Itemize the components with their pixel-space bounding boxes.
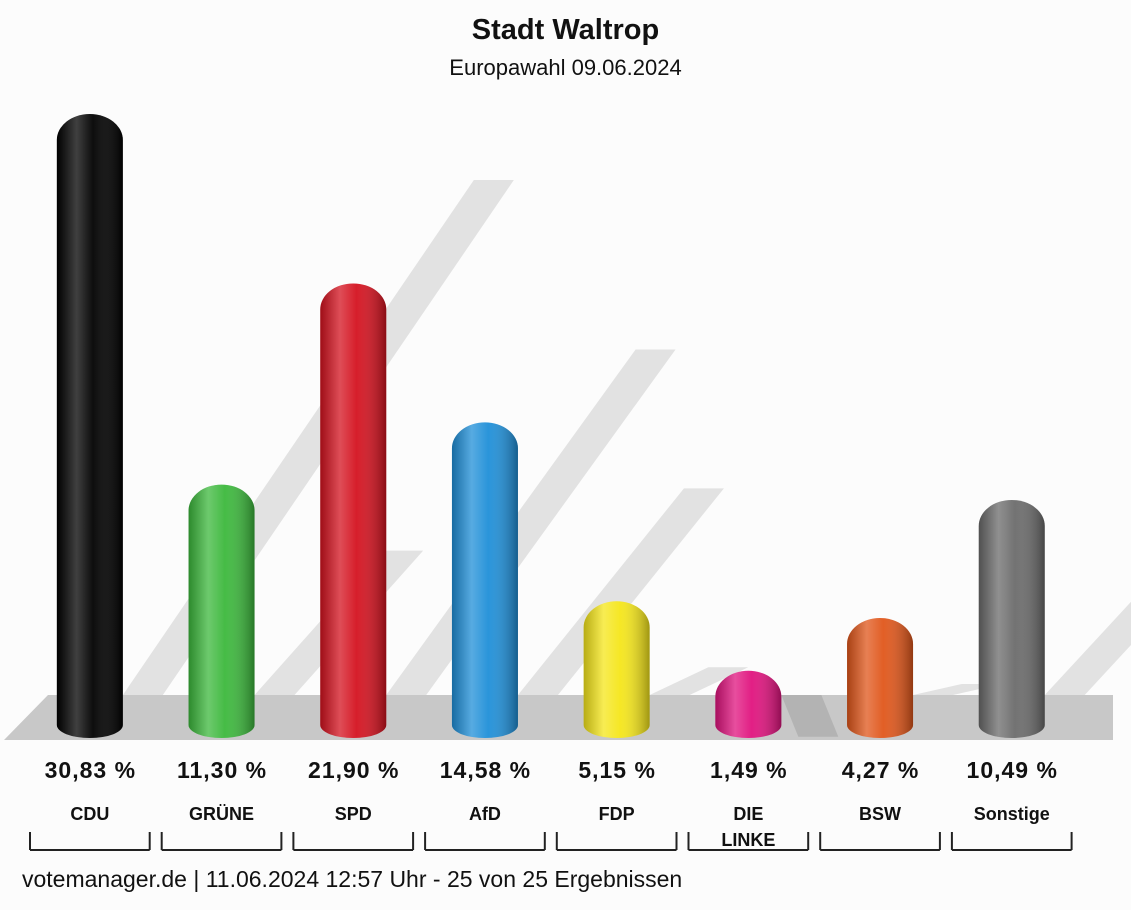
brackets [29, 832, 1073, 851]
value-label: 1,49 % [710, 757, 788, 783]
x-tick-label: DIE LINKE [721, 804, 776, 850]
chart-title: Stadt Waltrop [471, 14, 660, 46]
bar-shadow [1044, 601, 1131, 695]
value-label: 21,90 % [308, 757, 400, 783]
x-tick-label: CDU [70, 804, 110, 824]
value-label: 11,30 % [176, 757, 268, 783]
bar-shading [847, 617, 914, 739]
x-tick-label: FDP [598, 804, 635, 824]
value-label: 4,27 % [841, 757, 920, 783]
x-tick-label: SPD [334, 804, 372, 824]
chart-subtitle: Europawahl 09.06.2024 [449, 55, 682, 80]
x-tick-label: Sonstige [973, 804, 1050, 824]
bar-shading [56, 114, 123, 739]
x-tick-label: BSW [859, 804, 902, 824]
bar-shading [583, 601, 650, 739]
bar-shading [320, 283, 387, 739]
bar-shadow [649, 667, 749, 695]
bar-shadow [781, 695, 839, 737]
value-label: 14,58 % [439, 757, 532, 783]
bar-shading [188, 484, 255, 739]
bar-shading [978, 499, 1045, 739]
value-label: 5,15 % [578, 757, 656, 783]
bar-shading [451, 422, 518, 739]
bar-shading [715, 670, 782, 739]
value-label: 30,83 % [44, 757, 137, 783]
footer: votemanager.de | 11.06.2024 12:57 Uhr - … [22, 866, 683, 892]
x-tick-label: AfD [468, 804, 501, 824]
x-tick-label: GRÜNE [189, 804, 255, 824]
value-label: 10,49 % [966, 757, 1058, 783]
bar-shadow [517, 488, 724, 695]
floor [4, 695, 1113, 740]
